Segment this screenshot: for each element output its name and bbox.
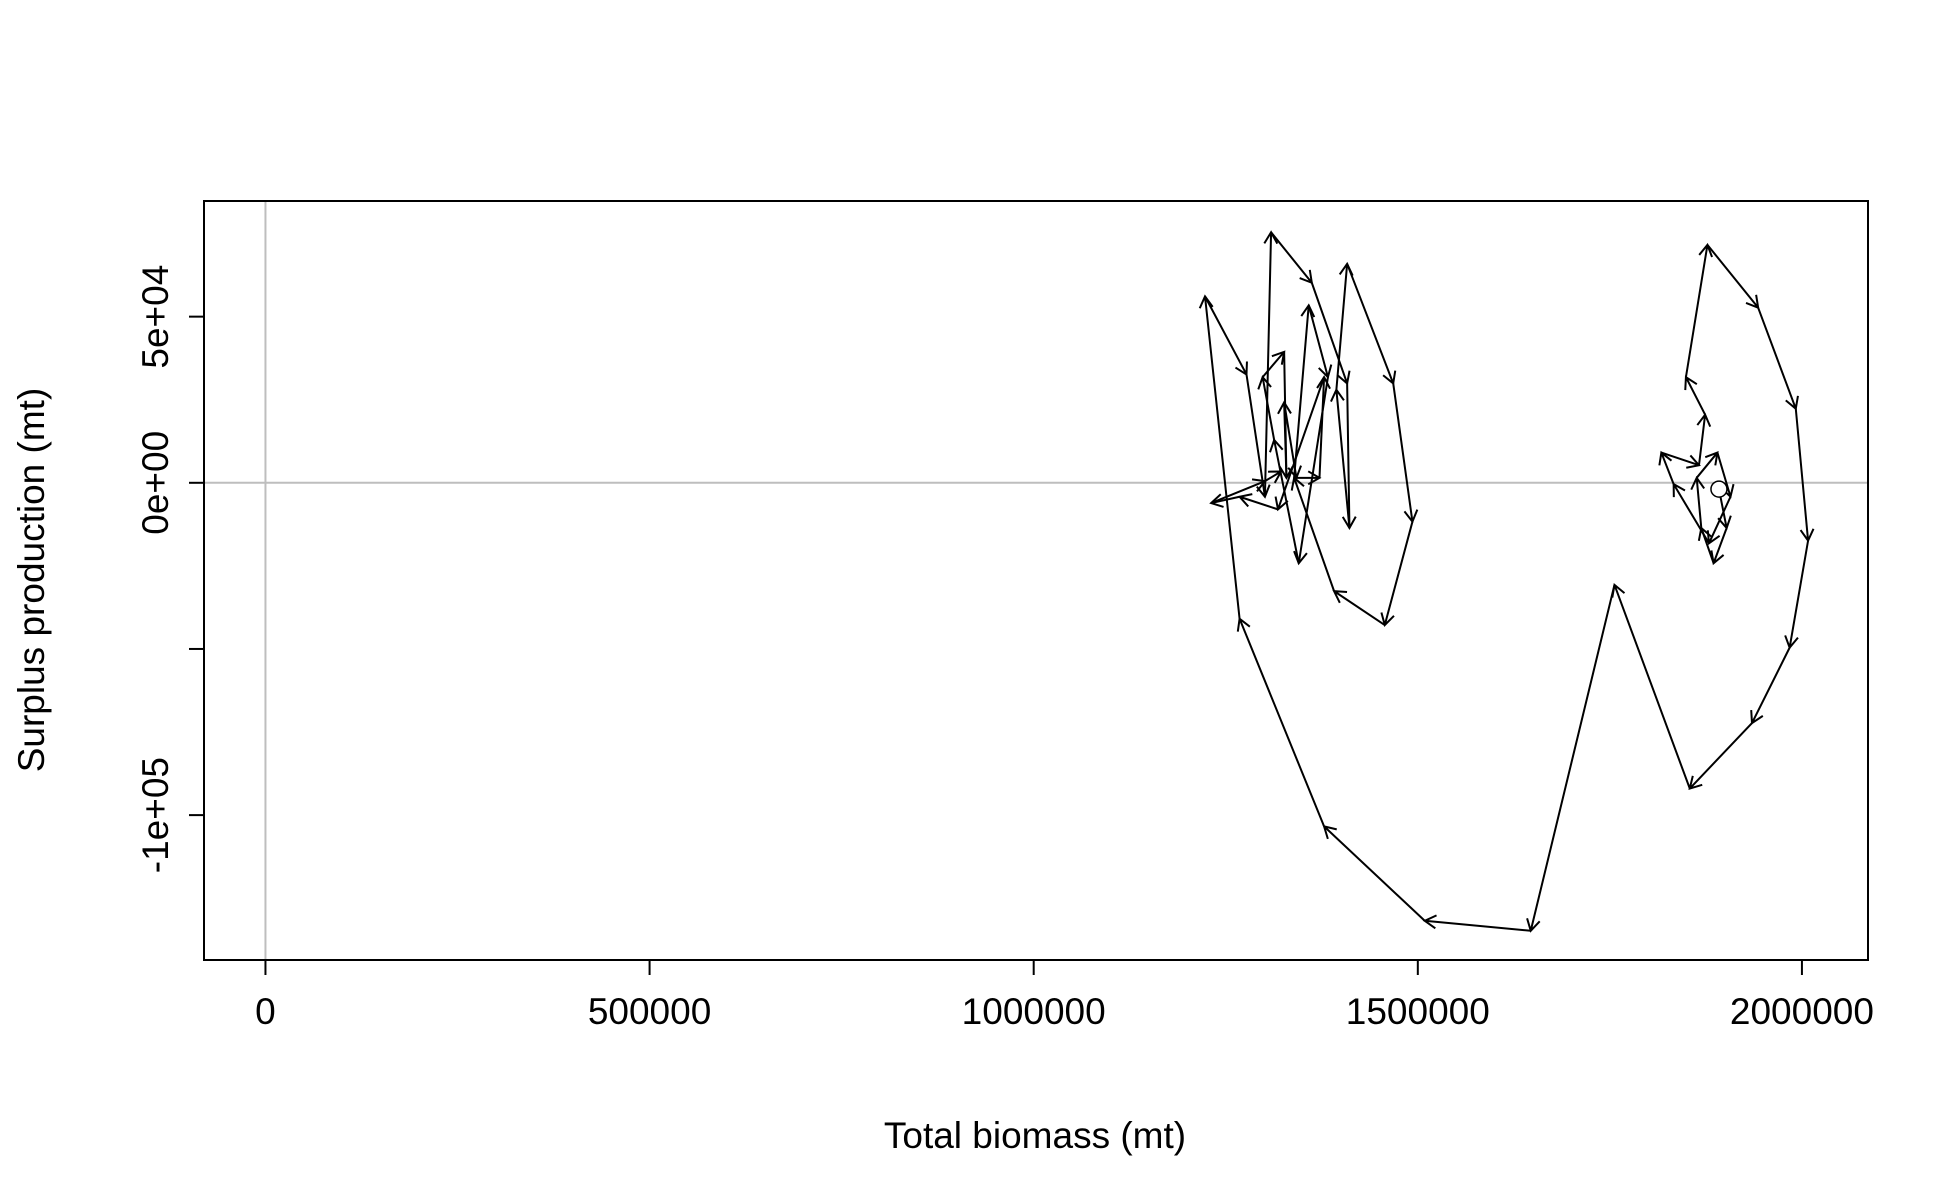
arrow [1526,584,1616,933]
arrow [1697,526,1715,564]
y-axis-label: Surplus production (mt) [11,388,52,773]
arrow [1269,437,1300,564]
y-tick-label: -1e+05 [135,757,176,873]
x-tick-label: 0 [255,991,276,1032]
arrow [1794,408,1815,543]
x-axis-label: Total biomass (mt) [884,1115,1186,1156]
arrow [1263,230,1279,497]
arrow [1690,475,1706,529]
arrow [1346,263,1397,386]
arrow [1261,350,1286,378]
arrow [1757,307,1799,411]
arrow [1290,475,1336,592]
arrow [1688,722,1753,790]
arrow [1422,914,1531,932]
arrow [1310,282,1351,386]
arrow [1293,303,1316,478]
arrow [1270,231,1314,285]
trajectory [1198,230,1815,933]
arrow [1611,582,1691,789]
arrow [1684,375,1707,416]
arrow [1696,412,1712,466]
y-tick-label: 0e+00 [135,431,176,535]
arrow [1322,825,1426,922]
arrow [1307,305,1333,380]
arrow [1784,540,1810,650]
arrow [1237,493,1279,511]
arrow [1706,496,1732,546]
arrow [1684,242,1713,378]
arrow [1316,375,1331,478]
arrow [1210,478,1267,504]
arrow [1380,521,1414,627]
arrow [1264,470,1283,484]
arrow [1706,244,1760,310]
x-tick-label: 2000000 [1730,991,1874,1032]
arrow [1332,590,1386,626]
arrow [1392,383,1419,524]
arrow [1341,383,1357,530]
arrow [1750,647,1791,725]
arrow [1658,450,1675,485]
plot-frame [203,200,1869,961]
arrow [1296,470,1322,486]
x-tick-label: 500000 [588,991,711,1032]
arrow [1198,294,1241,619]
y-tick-label: 5e+04 [135,265,176,369]
point-marker [1710,480,1728,498]
x-tick-label: 1000000 [962,991,1106,1032]
x-tick-label: 1500000 [1346,991,1490,1032]
arrow [1672,482,1710,544]
arrow [1236,616,1326,827]
